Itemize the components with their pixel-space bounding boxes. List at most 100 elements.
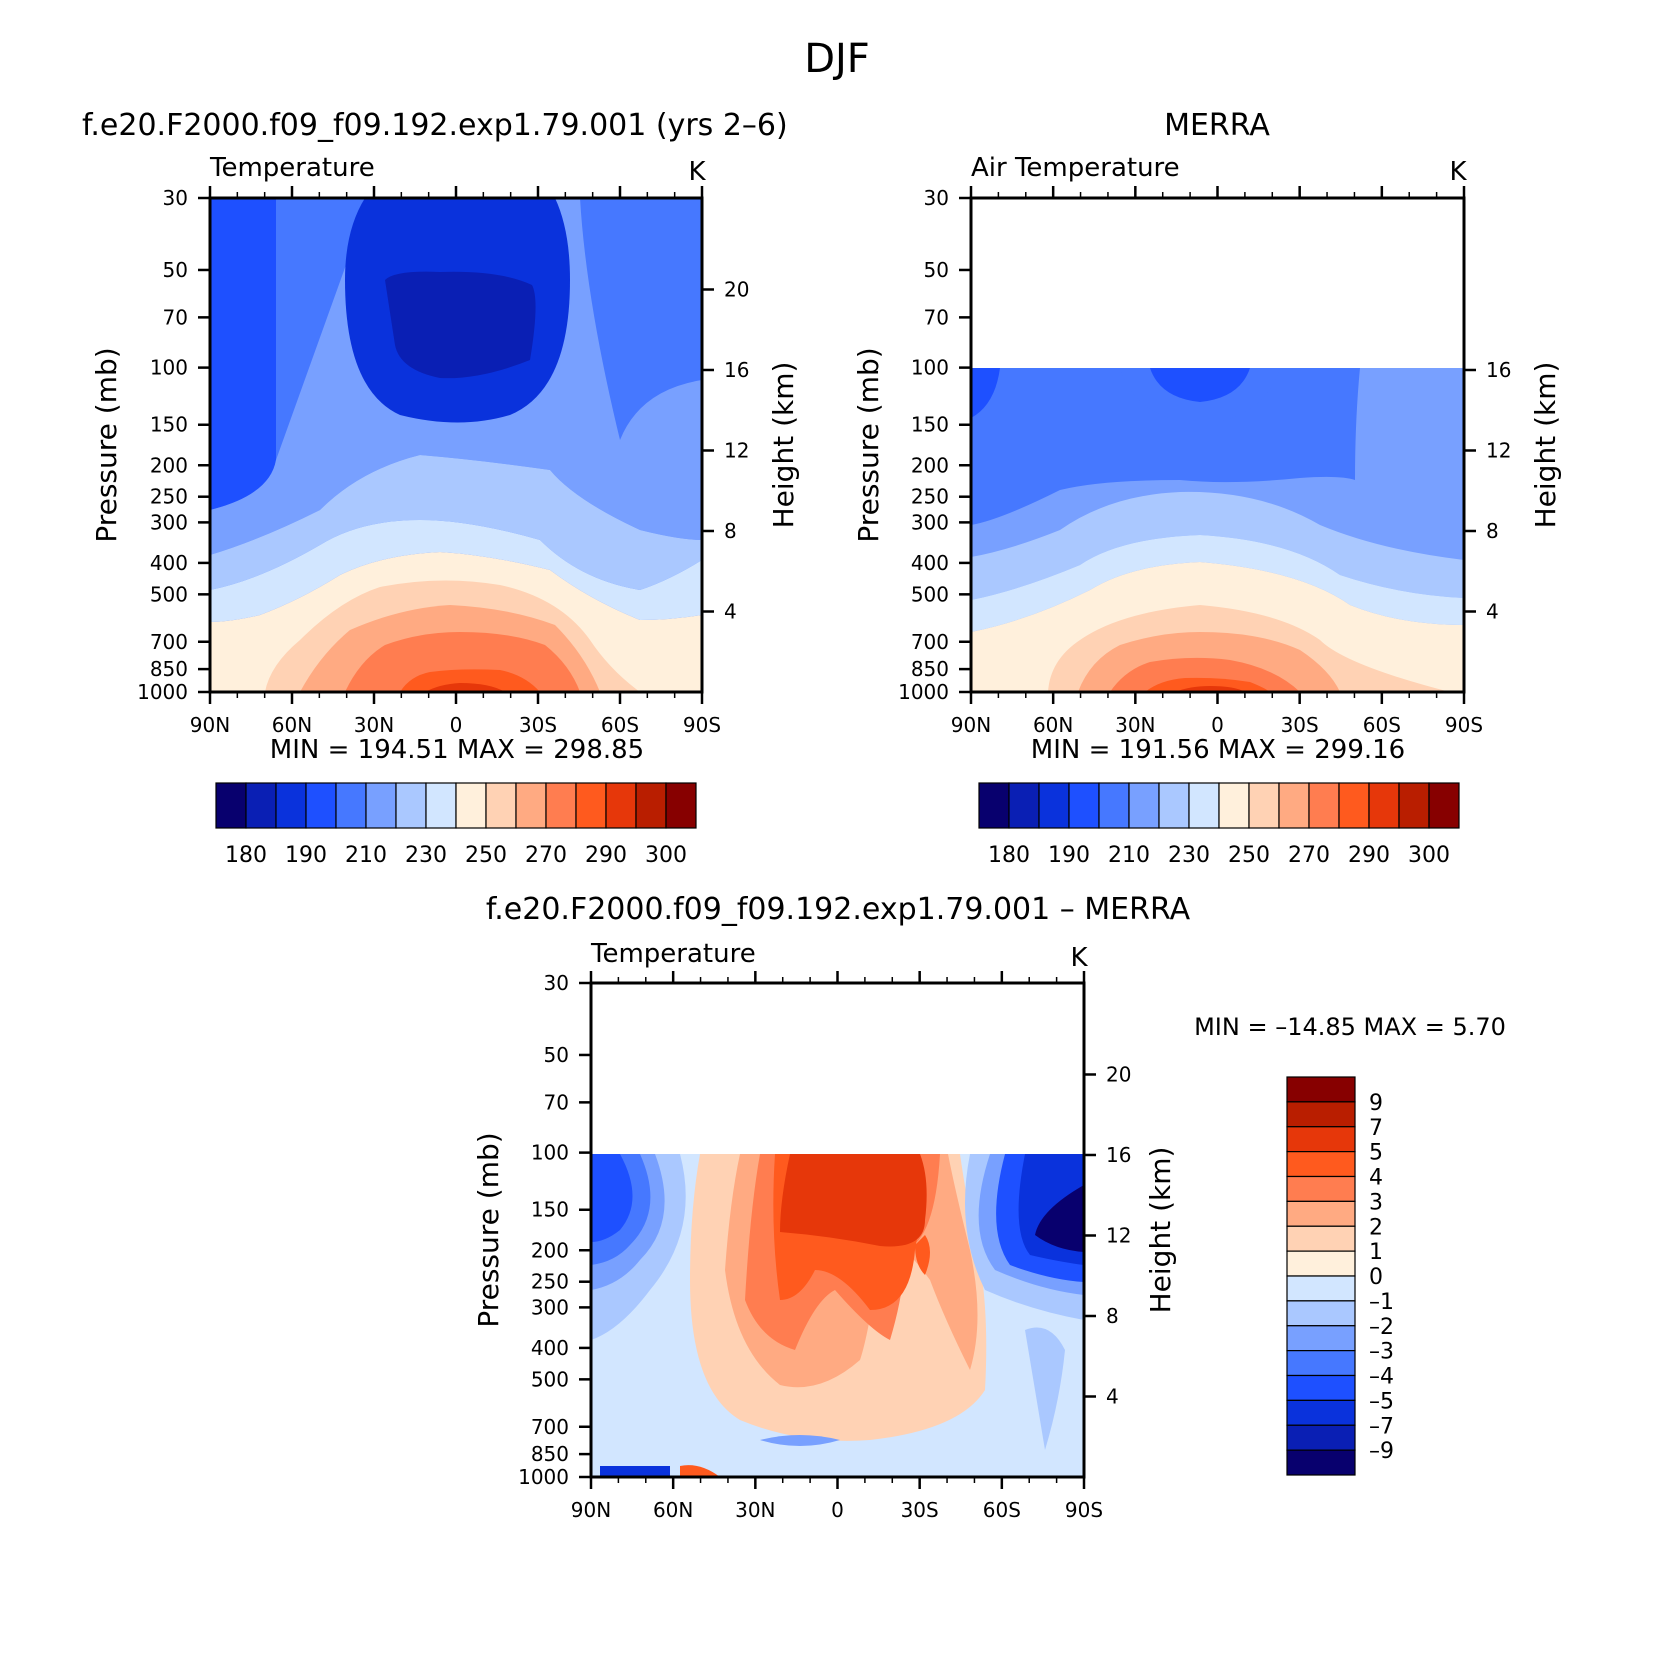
- panel-subtitle: Air Temperature: [971, 153, 1180, 183]
- colorbar-swatch: [215, 782, 247, 829]
- colorbar-swatch: [635, 782, 667, 829]
- y-axis-right-label: Height (km): [1529, 362, 1562, 529]
- colorbar-swatch: [1286, 1449, 1356, 1476]
- stats-label: MIN = –14.85 MAX = 5.70: [1194, 1013, 1506, 1041]
- colorbar-swatch: [605, 782, 637, 829]
- y-tick-label: 1000: [137, 680, 188, 704]
- colorbar-swatch: [1286, 1250, 1356, 1277]
- colorbar-swatch: [545, 782, 577, 829]
- y-tick-label: 200: [911, 453, 949, 477]
- panel-subtitle: Temperature: [590, 939, 756, 969]
- y-tick-label: 1000: [518, 1465, 569, 1489]
- colorbar-swatch: [1368, 782, 1400, 829]
- colorbar-label: 230: [405, 843, 447, 868]
- stats-label: MIN = 191.56 MAX = 299.16: [1031, 735, 1405, 765]
- x-tick-label: 60S: [983, 1498, 1021, 1522]
- panel-difference: f.e20.F2000.f09_f09.192.exp1.79.001 – ME…: [472, 892, 1506, 1522]
- y-tick-label: 850: [531, 1442, 569, 1466]
- y-right-tick-label: 8: [1106, 1304, 1119, 1328]
- x-tick-label: 30N: [735, 1498, 775, 1522]
- x-tick-label: 0: [1211, 713, 1224, 737]
- colorbar-swatch: [1218, 782, 1250, 829]
- y-tick-label: 150: [531, 1198, 569, 1222]
- y-right-tick-label: 16: [724, 358, 749, 382]
- x-tick-label: 90S: [1445, 713, 1483, 737]
- x-tick-label: 60S: [1363, 713, 1401, 737]
- colorbar-swatch: [1286, 1175, 1356, 1202]
- colorbar-swatch: [1286, 1424, 1356, 1451]
- x-tick-label: 60N: [272, 713, 312, 737]
- colorbar-swatch: [1308, 782, 1340, 829]
- x-tick-label: 60N: [1033, 713, 1073, 737]
- y-tick-label: 400: [150, 551, 188, 575]
- colorbar-label: 270: [525, 843, 567, 868]
- colorbar-label: 190: [285, 843, 327, 868]
- colorbar-swatch: [1286, 1200, 1356, 1227]
- colorbar-swatch: [1286, 1325, 1356, 1352]
- colorbar-label: 7: [1369, 1116, 1383, 1141]
- y-axis-label: Pressure (mb): [90, 347, 123, 542]
- colorbar-swatch: [1428, 782, 1460, 829]
- colorbar-swatch: [335, 782, 367, 829]
- colorbar-label: 0: [1369, 1265, 1383, 1290]
- colorbar-swatch: [485, 782, 517, 829]
- colorbar-swatch: [1286, 1275, 1356, 1302]
- y-right-tick-label: 20: [1106, 1062, 1131, 1086]
- y-tick-label: 700: [150, 630, 188, 654]
- y-tick-label: 700: [531, 1415, 569, 1439]
- panel-model: f.e20.F2000.f09_f09.192.exp1.79.001 (yrs…: [82, 108, 800, 868]
- colorbar-swatch: [1038, 782, 1070, 829]
- x-tick-label: 30S: [1281, 713, 1319, 737]
- colorbar-label: 9: [1369, 1091, 1383, 1116]
- y-tick-label: 200: [531, 1238, 569, 1262]
- y-tick-label: 400: [911, 551, 949, 575]
- y-tick-label: 100: [911, 356, 949, 380]
- y-right-tick-label: 4: [1486, 599, 1499, 623]
- y-right-tick-label: 12: [1106, 1223, 1131, 1247]
- colorbar-swatch: [665, 782, 697, 829]
- y-right-tick-label: 8: [1486, 519, 1499, 543]
- units-label: K: [1070, 943, 1088, 973]
- colorbar-label: 300: [1408, 843, 1450, 868]
- x-tick-label: 90S: [1065, 1498, 1103, 1522]
- y-tick-label: 30: [544, 971, 569, 995]
- colorbar-label: 270: [1288, 843, 1330, 868]
- y-tick-label: 50: [544, 1043, 569, 1067]
- y-tick-label: 500: [911, 582, 949, 606]
- colorbar-label: 210: [345, 843, 387, 868]
- y-right-tick-label: 4: [724, 599, 737, 623]
- colorbar-swatch: [1278, 782, 1310, 829]
- stats-label: MIN = 194.51 MAX = 298.85: [270, 735, 644, 765]
- colorbar-swatch: [1286, 1151, 1356, 1178]
- y-tick-label: 50: [163, 258, 188, 282]
- contour-fill: [210, 198, 702, 692]
- y-tick-label: 1000: [898, 680, 949, 704]
- y-right-tick-label: 12: [1486, 438, 1511, 462]
- y-tick-label: 700: [911, 630, 949, 654]
- colorbar-label: –5: [1369, 1389, 1394, 1414]
- x-tick-label: 0: [831, 1498, 844, 1522]
- x-tick-label: 0: [450, 713, 463, 737]
- colorbar-swatch: [1128, 782, 1160, 829]
- y-right-tick-label: 12: [724, 438, 749, 462]
- x-tick-label: 60N: [653, 1498, 693, 1522]
- x-tick-label: 30N: [354, 713, 394, 737]
- colorbar-swatch: [1008, 782, 1040, 829]
- y-tick-label: 150: [911, 413, 949, 437]
- colorbar-swatch: [245, 782, 277, 829]
- colorbar-swatch: [1286, 1101, 1356, 1128]
- panel-subtitle: Temperature: [209, 153, 375, 183]
- y-tick-label: 200: [150, 453, 188, 477]
- colorbar-label: 190: [1048, 843, 1090, 868]
- y-tick-label: 70: [924, 305, 949, 329]
- y-tick-label: 50: [924, 258, 949, 282]
- y-axis-right-label: Height (km): [1144, 1147, 1177, 1314]
- y-right-tick-label: 8: [724, 519, 737, 543]
- panel-title: MERRA: [1164, 108, 1270, 143]
- colorbar-label: 3: [1369, 1190, 1383, 1215]
- contour-fill: [971, 368, 1464, 692]
- colorbar-swatch: [978, 782, 1010, 829]
- colorbar-swatch: [395, 782, 427, 829]
- colorbar-swatch: [1286, 1374, 1356, 1401]
- colorbar-label: 250: [465, 843, 507, 868]
